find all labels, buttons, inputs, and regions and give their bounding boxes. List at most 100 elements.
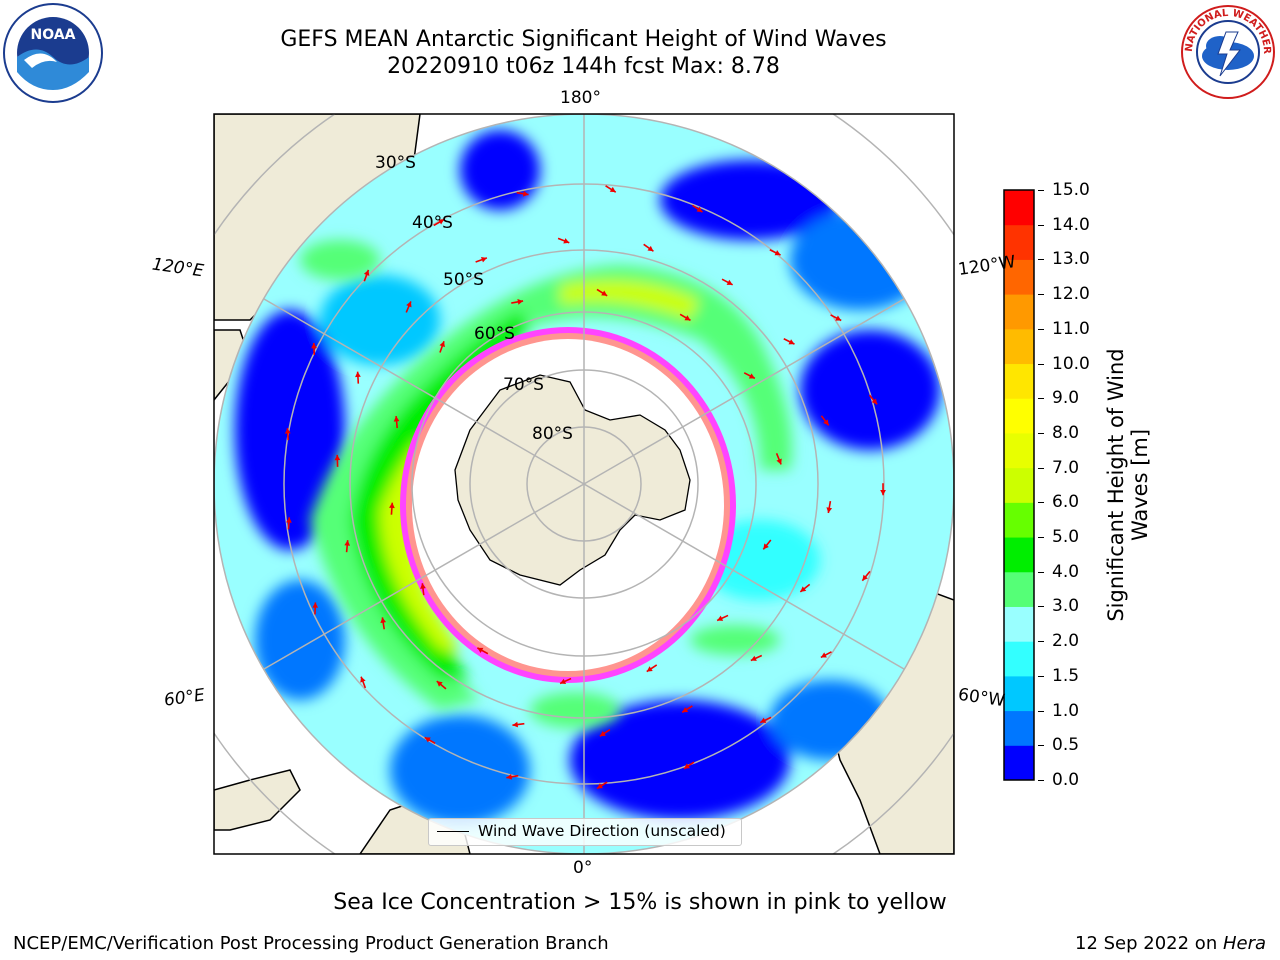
lat-label-80s: 80°S bbox=[532, 424, 573, 444]
colorbar-tick-label: 12.0 bbox=[1038, 284, 1090, 305]
wind-wave-arrowhead bbox=[835, 315, 842, 321]
noaa-logo-text: NOAA bbox=[31, 27, 76, 43]
wind-wave-arrowhead bbox=[750, 655, 757, 661]
colorbar-tick-label: 2.0 bbox=[1037, 631, 1080, 652]
noaa-logo: NOAA bbox=[3, 3, 103, 103]
colorbar bbox=[1003, 189, 1035, 781]
wind-wave-arrowhead bbox=[439, 341, 445, 348]
footer-date: 12 Sep 2022 on Hera bbox=[1075, 933, 1266, 954]
colorbar-title-line2: Waves [m] bbox=[1128, 428, 1152, 542]
wind-wave-arrowhead bbox=[480, 257, 487, 263]
wind-wave-arrowhead bbox=[312, 602, 319, 608]
wind-wave-arrowhead bbox=[512, 721, 519, 728]
wind-wave-arrowhead bbox=[311, 342, 317, 349]
wind-wave-arrowhead bbox=[717, 615, 724, 621]
wind-wave-arrowhead bbox=[522, 190, 529, 197]
wind-wave-arrowhead bbox=[344, 540, 351, 546]
colorbar-segment bbox=[1004, 537, 1034, 573]
colorbar-segment bbox=[1004, 710, 1034, 746]
wind-wave-arrowhead bbox=[788, 339, 795, 345]
colorbar-segment bbox=[1004, 641, 1034, 677]
lat-label-50s: 50°S bbox=[443, 270, 484, 290]
colorbar-segment bbox=[1004, 571, 1034, 607]
colorbar-segment bbox=[1004, 467, 1034, 503]
wind-wave-arrowhead bbox=[436, 681, 443, 687]
colorbar-tick-label: 5.0 bbox=[1037, 527, 1080, 548]
wind-wave-arrowhead bbox=[601, 290, 608, 296]
colorbar-segment bbox=[1004, 675, 1034, 712]
colorbar-segment bbox=[1004, 606, 1034, 642]
legend-line-swatch bbox=[437, 831, 469, 832]
colorbar-tick-label: 6.0 bbox=[1037, 492, 1080, 513]
wind-wave-arrowhead bbox=[560, 678, 567, 684]
wind-wave-arrowhead bbox=[748, 373, 755, 379]
chart-subtitle: 20220910 t06z 144h fcst Max: 8.78 bbox=[387, 54, 780, 79]
wind-wave-arrowhead bbox=[506, 773, 513, 780]
colorbar-tick-label: 3.0 bbox=[1037, 596, 1080, 617]
wind-wave-arrowhead bbox=[284, 428, 291, 434]
wind-wave-arrowhead bbox=[424, 737, 431, 743]
lat-label-40s: 40°S bbox=[412, 213, 453, 233]
sea-ice-note: Sea Ice Concentration > 15% is shown in … bbox=[333, 890, 947, 915]
wind-wave-arrowhead bbox=[763, 543, 769, 550]
colorbar-tick-label: 1.0 bbox=[1037, 700, 1080, 721]
wind-wave-arrowhead bbox=[389, 502, 395, 509]
wind-wave-arrowhead bbox=[380, 617, 387, 624]
colorbar-tick-label: 9.0 bbox=[1037, 388, 1080, 409]
wind-wave-arrowhead bbox=[477, 647, 484, 653]
wind-wave-arrowhead bbox=[334, 454, 341, 461]
colorbar-segment bbox=[1004, 224, 1034, 260]
colorbar-segment bbox=[1004, 190, 1034, 226]
wind-wave-arrowhead bbox=[609, 186, 616, 193]
lat-label-30s: 30°S bbox=[375, 153, 416, 173]
wind-wave-arrowhead bbox=[826, 507, 833, 513]
legend-label: Wind Wave Direction (unscaled) bbox=[478, 822, 726, 840]
chart-title: GEFS MEAN Antarctic Significant Height o… bbox=[280, 27, 887, 52]
colorbar-tick-label: 10.0 bbox=[1038, 353, 1090, 374]
colorbar-tick-label: 13.0 bbox=[1038, 249, 1090, 270]
wind-wave-arrowhead bbox=[823, 419, 829, 426]
wind-wave-arrowhead bbox=[363, 269, 370, 276]
wind-wave-arrowhead bbox=[647, 245, 654, 252]
footer-host: Hera bbox=[1222, 933, 1266, 954]
colorbar-segment bbox=[1004, 363, 1034, 399]
graticule bbox=[214, 114, 954, 854]
wind-wave-arrowhead bbox=[774, 250, 781, 256]
wind-wave-arrowhead bbox=[726, 279, 733, 285]
wind-wave-arrowhead bbox=[862, 574, 868, 581]
colorbar-segment bbox=[1004, 259, 1034, 295]
map-frame bbox=[213, 113, 955, 855]
colorbar-frame bbox=[1003, 189, 1035, 781]
colorbar-tick-label: 11.0 bbox=[1038, 318, 1090, 339]
colorbar-segment bbox=[1004, 502, 1034, 538]
colorbar-segment bbox=[1004, 398, 1034, 434]
wind-wave-arrowhead bbox=[517, 299, 524, 305]
wind-wave-arrowhead bbox=[355, 371, 361, 378]
colorbar-segment bbox=[1004, 328, 1034, 365]
wind-wave-arrowhead bbox=[438, 219, 445, 225]
colorbar-segment bbox=[1004, 432, 1034, 469]
colorbar-tick-label: 4.0 bbox=[1037, 561, 1080, 582]
lon-label-0: 0° bbox=[573, 858, 593, 878]
wind-wave-arrowhead bbox=[871, 398, 878, 405]
colorbar-segment bbox=[1004, 294, 1034, 330]
wind-wave-arrowhead bbox=[599, 730, 606, 737]
colorbar-segment bbox=[1004, 745, 1034, 781]
colorbar-title-line1: Significant Height of Wind bbox=[1104, 348, 1128, 622]
wind-wave-arrowhead bbox=[393, 416, 400, 422]
lat-label-70s: 70°S bbox=[503, 375, 544, 395]
lat-label-60s: 60°S bbox=[474, 324, 515, 344]
colorbar-tick-label: 7.0 bbox=[1037, 457, 1080, 478]
footer-date-text: 12 Sep 2022 on bbox=[1075, 933, 1223, 954]
wind-wave-arrowhead bbox=[420, 583, 426, 589]
map-legend: Wind Wave Direction (unscaled) bbox=[428, 818, 742, 846]
wind-wave-arrowhead bbox=[776, 458, 782, 465]
wind-wave-arrowhead bbox=[820, 652, 827, 658]
wind-wave-arrowhead bbox=[800, 586, 807, 592]
wind-wave-arrowhead bbox=[360, 676, 366, 683]
colorbar-tick-label: 0.0 bbox=[1037, 770, 1080, 790]
wind-wave-arrowhead bbox=[760, 717, 767, 723]
wind-wave-arrowhead bbox=[880, 489, 886, 496]
wind-wave-arrowhead bbox=[683, 763, 690, 769]
colorbar-tick-label: 14.0 bbox=[1038, 214, 1090, 235]
